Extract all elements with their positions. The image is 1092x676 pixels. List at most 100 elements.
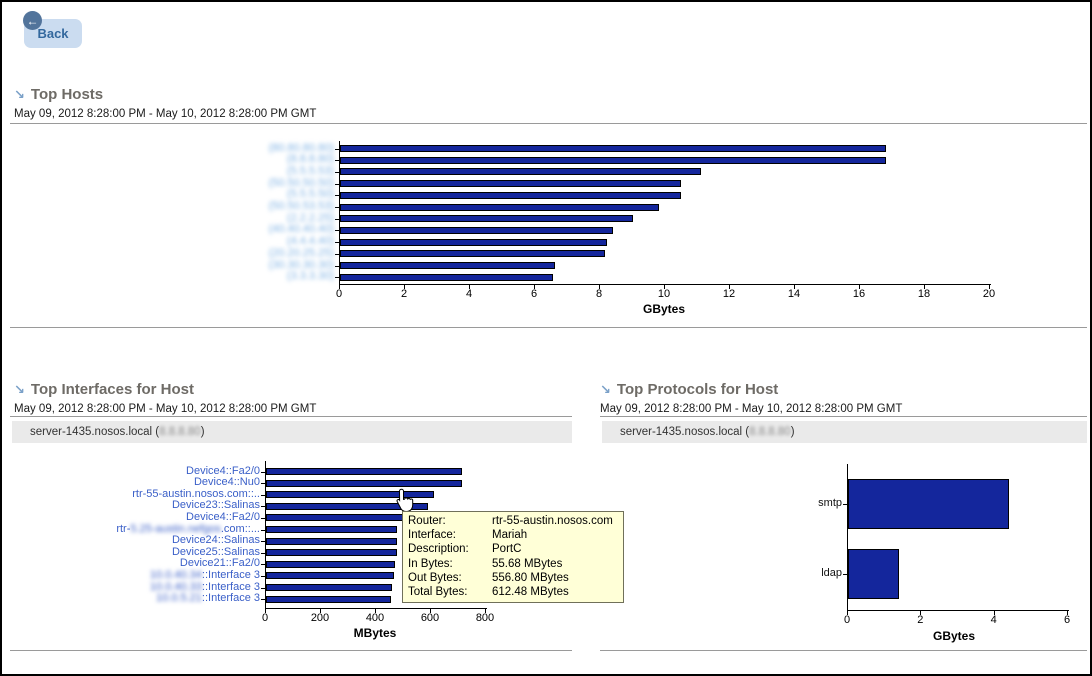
top-interfaces-date-range: May 09, 2012 8:28:00 PM - May 10, 2012 8… (14, 403, 317, 415)
y-tick-mark (335, 160, 339, 162)
category-label-top_interfaces-5[interactable]: rtr-5.25-austin.nefgos.com::... (70, 523, 260, 536)
bar-top_hosts-4[interactable] (340, 191, 682, 199)
bar-top_protocols-0[interactable] (848, 479, 1010, 529)
redacted-text: (20.20.25.25) (268, 246, 334, 259)
bar-top_hosts-5[interactable] (340, 203, 659, 211)
y-tick-mark (335, 230, 339, 232)
bar-top_interfaces-2[interactable] (266, 491, 435, 499)
redacted-text: (5.5.5.50) (286, 188, 334, 201)
bar-top_interfaces-0[interactable] (266, 468, 463, 475)
x-tick-mark (847, 611, 848, 615)
back-arrow-icon[interactable]: ← (23, 11, 42, 30)
label-text: Device4::Nu0 (193, 476, 260, 489)
category-label-top_interfaces-8[interactable]: Device21::Fa2/0 (70, 557, 260, 570)
y-tick-mark (261, 517, 265, 519)
x-tick-label: 600 (420, 612, 440, 624)
category-label-top_hosts-9[interactable]: (20.20.25.25) (184, 247, 334, 260)
redacted-text: (3.3.3.30) (286, 270, 334, 283)
y-tick-mark (335, 148, 339, 150)
bar-top_hosts-3[interactable] (340, 180, 682, 188)
y-tick-mark (335, 207, 339, 208)
redacted-text: (30.30.30.30) (268, 258, 334, 271)
x-tick-label: 4 (990, 614, 997, 626)
category-label-top_protocols-1: ldap (772, 567, 842, 580)
section-arrow-icon: ↘ (600, 381, 611, 397)
x-tick-mark (375, 609, 376, 613)
category-label-top_hosts-3[interactable]: (50.50.50.50) (184, 177, 334, 190)
category-label-top_interfaces-2[interactable]: rtr-55-austin.nosos.com::.. (70, 488, 260, 501)
category-label-top_hosts-5[interactable]: (50.50.53.53) (184, 200, 334, 213)
bar-top_interfaces-10[interactable] (266, 584, 393, 591)
category-label-top_protocols-0: smtp (772, 497, 842, 510)
divider (10, 650, 572, 651)
x-tick-label: 200 (310, 612, 330, 624)
section-arrow-icon: ↘ (14, 381, 25, 397)
bar-top_hosts-0[interactable] (340, 145, 886, 152)
label-text: ::Interface 3 (201, 592, 260, 605)
category-label-top_hosts-11[interactable]: (3.3.3.30) (184, 270, 334, 283)
bar-top_hosts-11[interactable] (340, 273, 553, 281)
x-tick-label: 400 (365, 612, 385, 624)
x-tick-label: 2 (917, 614, 924, 626)
bar-top_interfaces-9[interactable] (266, 572, 395, 580)
category-label-top_hosts-1[interactable]: (8.8.8.80) (184, 153, 334, 166)
bar-top_interfaces-7[interactable] (266, 549, 398, 557)
category-label-top_hosts-8[interactable]: (4.4.4.40) (184, 235, 334, 248)
category-label-top_hosts-0[interactable]: (80.80.80.80) (184, 142, 334, 155)
category-label-top_interfaces-3[interactable]: Device23::Salinas (70, 499, 260, 512)
tooltip-row: Description: PortC (403, 542, 623, 556)
divider (10, 416, 572, 417)
bar-top_hosts-6[interactable] (340, 215, 633, 223)
label-text: ldap (821, 567, 842, 579)
bar-top_protocols-1[interactable] (848, 549, 900, 599)
category-label-top_interfaces-7[interactable]: Device25::Salinas (70, 546, 260, 559)
host-name-close: ) (790, 426, 795, 438)
label-text: .com::... (220, 522, 260, 535)
protocols-host-selector: server-1435.nosos.local (8.8.8.80) (602, 421, 1087, 443)
tooltip-row: Out Bytes: 556.80 MBytes (403, 571, 623, 585)
hand-cursor-icon (394, 488, 416, 518)
x-tick-mark (729, 285, 730, 289)
y-tick-mark (335, 218, 339, 220)
bar-top_hosts-7[interactable] (340, 226, 613, 234)
category-label-top_hosts-10[interactable]: (30.30.30.30) (184, 259, 334, 272)
bar-top_interfaces-6[interactable] (266, 537, 398, 545)
x-tick-mark (265, 609, 266, 613)
x-axis-line (265, 608, 487, 609)
x-tick-label: 12 (722, 288, 736, 300)
bar-top_interfaces-5[interactable] (266, 526, 398, 533)
label-text: smtp (818, 497, 842, 509)
bar-top_hosts-8[interactable] (340, 238, 607, 246)
tooltip-field-label: Total Bytes: (408, 586, 468, 599)
divider (600, 650, 1087, 651)
category-label-top_interfaces-1[interactable]: Device4::Nu0 (70, 476, 260, 489)
x-tick-mark (430, 609, 431, 613)
host-name-close: ) (200, 426, 205, 438)
tooltip-row: Total Bytes: 612.48 MBytes (403, 585, 623, 599)
category-label-top_hosts-2[interactable]: (5.5.5.53) (184, 165, 334, 178)
tooltip-field-label: In Bytes: (408, 557, 453, 570)
bar-top_interfaces-8[interactable] (266, 560, 396, 568)
bar-top_interfaces-3[interactable] (266, 502, 429, 510)
bar-top_hosts-10[interactable] (340, 262, 555, 269)
category-label-top_hosts-6[interactable]: (2.2.2.25) (184, 212, 334, 225)
top-protocols-title: Top Protocols for Host (616, 381, 779, 398)
category-label-top_interfaces-11[interactable]: 10.0.5.21::Interface 3 (70, 592, 260, 605)
label-text: ::Interface 3 (201, 580, 260, 593)
y-axis-line (265, 461, 266, 608)
category-label-top_interfaces-4[interactable]: Device4::Fa2/0 (70, 511, 260, 524)
category-label-top_hosts-7[interactable]: (40.40.40.40) (184, 223, 334, 236)
bar-top_interfaces-1[interactable] (266, 479, 462, 487)
bar-top_interfaces-11[interactable] (266, 595, 392, 603)
bar-top_hosts-9[interactable] (340, 250, 605, 258)
redacted-text: 10.0.40.33 (149, 580, 202, 593)
bar-top_hosts-2[interactable] (340, 168, 701, 176)
category-label-top_interfaces-6[interactable]: Device24::Salinas (70, 534, 260, 547)
bar-top_hosts-1[interactable] (340, 156, 886, 164)
category-label-top_interfaces-10[interactable]: 10.0.40.33::Interface 3 (70, 581, 260, 594)
category-label-top_interfaces-9[interactable]: 10.0.40.34::Interface 3 (70, 569, 260, 582)
category-label-top_hosts-4[interactable]: (5.5.5.50) (184, 188, 334, 201)
category-label-top_interfaces-0[interactable]: Device4::Fa2/0 (70, 465, 260, 478)
back-button[interactable]: Back (24, 19, 82, 48)
